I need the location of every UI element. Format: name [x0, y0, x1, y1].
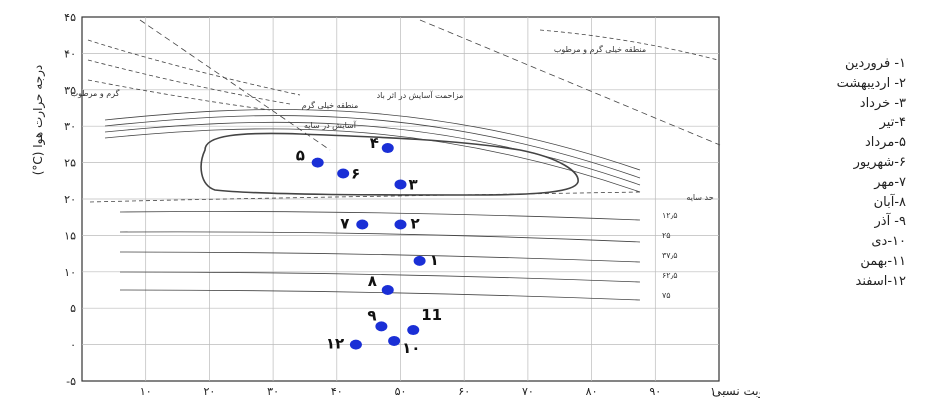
- x-tick-label: ۹۰: [649, 385, 661, 398]
- right-scale-label: ۶۲٫۵: [662, 271, 678, 280]
- right-scale-label: ۷۵: [662, 291, 671, 300]
- zone-label: مزاحمت آسایش در اثر باد: [377, 90, 464, 100]
- legend-item: ۱۲-اسفند: [855, 273, 907, 289]
- legend-item: ۹- آذر: [874, 214, 907, 230]
- legend-item: ۸-آبان: [873, 194, 906, 210]
- x-tick-label: ۲۰: [203, 385, 215, 398]
- y-axis-title: درجه حرارت هوا (C°): [31, 65, 46, 176]
- legend-item: ۲- اردیبهشت: [836, 75, 906, 91]
- data-point-label: ۹: [367, 306, 376, 324]
- upper-dashed-curve-2: [87, 59, 291, 105]
- data-point: [407, 325, 420, 336]
- data-point-label: ۱۰: [402, 339, 420, 357]
- legend-item: ۷-مهر: [874, 174, 906, 190]
- wind-curve-1: [104, 109, 641, 171]
- data-point-label: ۱: [430, 251, 439, 269]
- right-scale-label: ۳۷٫۵: [662, 251, 678, 260]
- x-tick-label: ۳۰: [267, 385, 279, 398]
- data-point: [388, 335, 401, 346]
- y-tick-label: ۰: [70, 339, 76, 352]
- zone-label: حد سایه: [686, 193, 713, 202]
- x-axis-ticks: ۱۰ ۲۰ ۳۰ ۴۰ ۵۰ ۶۰ ۷۰ ۸۰ ۹۰ ۱۰۰: [140, 385, 728, 398]
- right-scale-labels: ۱۲٫۵ ۲۵ ۳۷٫۵ ۶۲٫۵ ۷۵: [662, 211, 678, 300]
- data-point: [394, 219, 407, 230]
- data-point: [337, 168, 350, 179]
- legend-item: ۴-تیر: [879, 115, 906, 131]
- bioclimatic-chart: منطقه خیلی گرم منطقه خیلی گرم و مرطوب گرم …: [31, 11, 760, 399]
- x-tick-label: ۴۰: [331, 385, 343, 398]
- data-point: [311, 157, 324, 168]
- x-axis-title: درصد رطوبت نسبی: [712, 384, 760, 399]
- x-tick-label: ۱۰: [140, 385, 152, 398]
- y-tick-label: ۱۰: [64, 266, 76, 279]
- data-point: [413, 255, 426, 266]
- low-temp-curve-1: [119, 211, 641, 221]
- x-tick-label: ۱۰۰: [710, 385, 728, 398]
- right-scale-label: ۱۲٫۵: [662, 211, 678, 220]
- data-point-label: ۱۲: [326, 335, 344, 353]
- comfort-curves: [87, 19, 721, 301]
- data-point: [381, 143, 394, 154]
- zone-labels: منطقه خیلی گرم منطقه خیلی گرم و مرطوب گرم …: [71, 44, 714, 202]
- zone-label: آسایش در سایه: [304, 120, 357, 130]
- data-point-label: ۷: [340, 214, 349, 232]
- zone-label: گرم و مرطوب: [71, 88, 120, 98]
- x-tick-label: ۷۰: [522, 385, 534, 398]
- y-tick-label: ۲۰: [64, 193, 76, 206]
- data-point-label: 11: [421, 306, 442, 324]
- wind-curve-3: [104, 121, 641, 186]
- data-point-label: ۸: [368, 272, 377, 290]
- wind-curve-4: [104, 128, 641, 193]
- upper-dashed-curve-3: [87, 79, 271, 111]
- y-tick-label: ۴۵: [64, 11, 76, 24]
- data-point-label: ۶: [351, 165, 360, 183]
- y-tick-label: ۴۰: [64, 47, 76, 60]
- comfort-zone-outline: [200, 132, 579, 196]
- legend-item: ۱۱-بهمن: [860, 253, 906, 269]
- low-temp-curve-3: [119, 251, 641, 263]
- zone-label: منطقه خیلی گرم: [302, 100, 359, 110]
- y-tick-label: ۳۵: [64, 84, 76, 97]
- low-temp-curve-2: [119, 231, 641, 243]
- legend-item: ۵-مرداد: [864, 135, 906, 151]
- right-scale-label: ۲۵: [662, 231, 671, 240]
- legend-item: ۱۰-دی: [871, 234, 906, 250]
- month-legend: ۱- فروردین ۲- اردیبهشت ۳- خرداد ۴-تیر ۵-…: [756, 54, 906, 292]
- y-tick-label: ۱۵: [64, 229, 76, 242]
- upper-right-dashed-curve: [539, 29, 719, 61]
- legend-item: ۶-شهریور: [853, 154, 906, 170]
- y-tick-label: -۵: [66, 375, 76, 388]
- low-temp-curve-4: [119, 271, 641, 283]
- diagonal-boundary-1: [139, 19, 331, 151]
- data-point: [381, 285, 394, 295]
- x-tick-label: ۶۰: [458, 385, 470, 398]
- x-tick-label: ۸۰: [586, 385, 598, 398]
- zone-label: منطقه خیلی گرم و مرطوب: [554, 44, 646, 54]
- legend-item: ۱- فروردین: [844, 56, 906, 71]
- shade-limit-line: [89, 191, 641, 203]
- data-point-label: ۵: [296, 147, 305, 165]
- data-point: [375, 321, 388, 332]
- y-tick-label: ۲۵: [64, 157, 76, 170]
- upper-dashed-curve-1: [87, 39, 301, 96]
- y-axis-ticks: -۵ ۰ ۵ ۱۰ ۱۵ ۲۰ ۲۵ ۳۰ ۳۵ ۴۰ ۴۵: [64, 11, 76, 388]
- data-point-label: ۲: [411, 214, 420, 232]
- y-tick-label: ۳۰: [64, 120, 76, 133]
- data-point-label: ۳: [409, 175, 418, 193]
- grid-lines: [82, 17, 719, 381]
- data-point: [349, 339, 362, 350]
- data-point: [394, 179, 407, 190]
- legend-item: ۳- خرداد: [859, 95, 906, 111]
- data-point-label: ۴: [370, 134, 379, 152]
- wind-curve-2: [104, 115, 641, 179]
- x-tick-label: ۵۰: [395, 385, 407, 398]
- diagonal-boundary-2: [419, 19, 721, 146]
- data-point: [356, 219, 369, 230]
- y-tick-label: ۵: [70, 302, 76, 315]
